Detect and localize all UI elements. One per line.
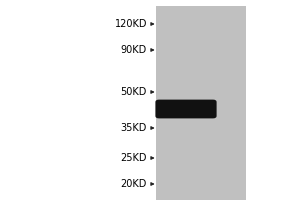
Text: 20KD: 20KD	[121, 179, 147, 189]
Text: 120KD: 120KD	[115, 19, 147, 29]
Text: 25KD: 25KD	[121, 153, 147, 163]
Text: 90KD: 90KD	[121, 45, 147, 55]
Text: 35KD: 35KD	[121, 123, 147, 133]
Bar	[156, 6, 246, 200]
Text: 50KD: 50KD	[121, 87, 147, 97]
FancyBboxPatch shape	[155, 100, 217, 118]
